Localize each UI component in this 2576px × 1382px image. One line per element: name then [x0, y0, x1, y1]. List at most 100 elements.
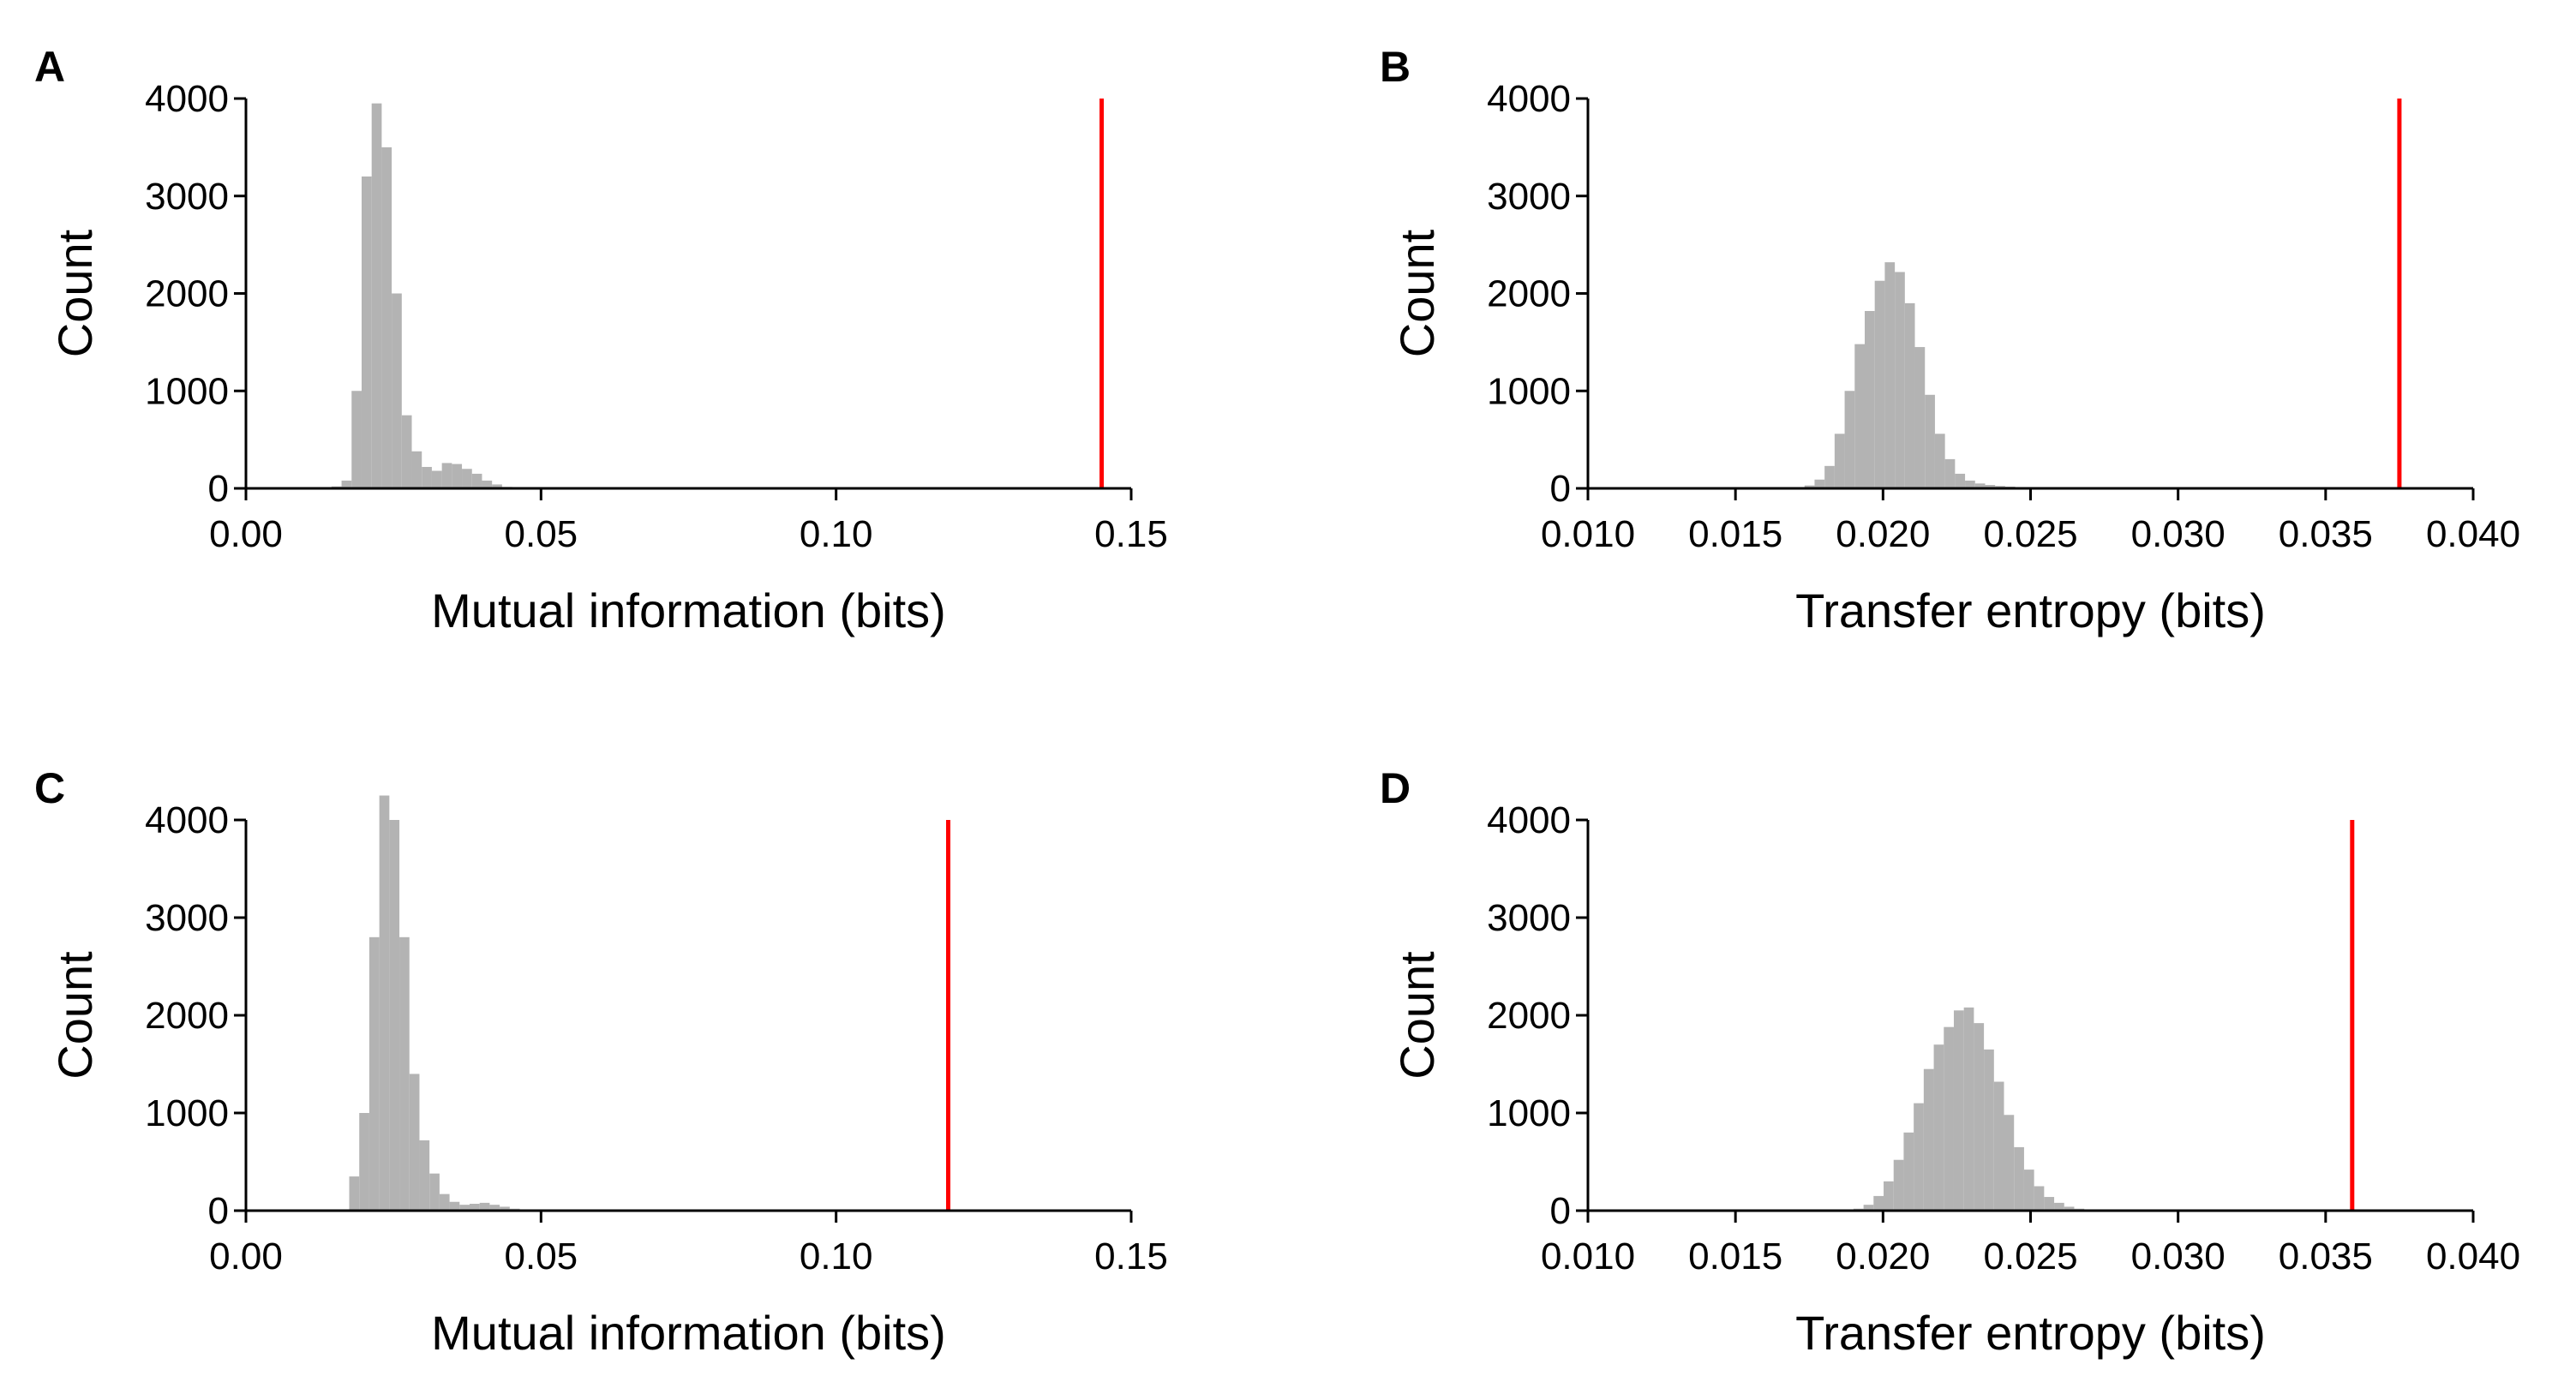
- histogram-bar: [411, 451, 422, 488]
- histogram-bar: [1873, 1195, 1884, 1211]
- histogram-bar: [1923, 1068, 1934, 1211]
- histogram-bar: [381, 147, 392, 489]
- x-tick-label: 0.030: [2131, 1235, 2226, 1277]
- x-axis-label: Transfer entropy (bits): [1795, 583, 2266, 637]
- histogram-bar: [1955, 473, 1966, 488]
- histogram-bar: [399, 936, 410, 1211]
- y-tick-label: 3000: [1487, 176, 1571, 218]
- histogram-bar: [459, 1205, 470, 1211]
- histogram-bar: [500, 1206, 510, 1211]
- histogram-bar: [1884, 262, 1896, 488]
- histogram-bar: [1884, 1181, 1894, 1211]
- histogram-bar: [479, 1202, 490, 1211]
- x-tick-label: 0.040: [2426, 1235, 2520, 1277]
- histogram-bar: [489, 1205, 500, 1211]
- y-tick-label: 3000: [1487, 897, 1571, 939]
- x-tick-label: 0.00: [209, 1235, 283, 1277]
- histogram-bar: [492, 484, 502, 488]
- histogram-bar: [452, 464, 463, 488]
- y-tick-label: 0: [1550, 468, 1571, 510]
- histogram-bar: [349, 1176, 360, 1211]
- histogram-bar: [351, 391, 362, 488]
- histogram-bar: [1874, 280, 1885, 488]
- histogram-bar: [2004, 1115, 2015, 1211]
- y-axis-label: Count: [48, 229, 102, 357]
- panel-a: A 0 1000 2000 3000 4000 0.00 0.05 0.10 0.15 Mutual…: [34, 43, 1168, 637]
- histogram-bar: [1903, 1132, 1914, 1211]
- histogram-bar: [429, 1173, 440, 1211]
- x-tick-label: 0.15: [1094, 513, 1168, 555]
- histogram-bar: [1984, 1049, 1994, 1211]
- y-tick-label: 2000: [145, 995, 229, 1037]
- histogram-bar: [1974, 1023, 1985, 1211]
- histogram-bar: [368, 936, 380, 1211]
- histogram-bar: [1974, 483, 1986, 488]
- x-tick-label: 0.015: [1688, 1235, 1782, 1277]
- x-tick-label: 0.020: [1836, 1235, 1930, 1277]
- histogram-bar: [1904, 302, 1915, 489]
- histogram-bar: [441, 463, 452, 488]
- histogram-bar: [1914, 1103, 1924, 1211]
- histogram-bar: [1993, 1081, 2004, 1211]
- histogram-bar: [449, 1201, 460, 1211]
- y-tick-label: 3000: [145, 176, 229, 218]
- y-tick-label: 3000: [145, 897, 229, 939]
- panel-letter: C: [34, 764, 65, 812]
- histogram-bar: [1864, 310, 1875, 488]
- histogram-bar: [359, 1113, 369, 1211]
- histogram-bar: [1925, 394, 1935, 488]
- x-tick-label: 0.010: [1541, 513, 1635, 555]
- histogram-bar: [1933, 1044, 1944, 1211]
- y-tick-label: 2000: [145, 273, 229, 315]
- panel-d: D 0 1000 2000 3000 4000 0.010 0.015 0.020 0.025 0.…: [1380, 764, 2520, 1360]
- histogram-bar: [389, 820, 400, 1211]
- panel-b: B 0 1000 2000 3000 4000 0.010 0.015 0.020 0.025 0.…: [1380, 43, 2520, 637]
- histogram-bar: [2044, 1197, 2055, 1211]
- histogram-bar: [1965, 480, 1975, 488]
- histogram-bar: [361, 176, 372, 488]
- histogram-bar: [462, 469, 472, 488]
- y-tick-label: 4000: [1487, 799, 1571, 841]
- y-tick-label: 1000: [145, 370, 229, 412]
- histogram-bar: [2064, 1206, 2075, 1211]
- histogram-bar: [1834, 434, 1845, 488]
- histogram-bar: [341, 480, 352, 488]
- histogram-bar: [1814, 479, 1825, 488]
- histogram-bar: [1944, 458, 1956, 489]
- histogram-bar: [371, 103, 382, 488]
- y-axis-label: Count: [1390, 951, 1444, 1080]
- x-tick-label: 0.10: [800, 1235, 873, 1277]
- y-tick-label: 4000: [1487, 78, 1571, 120]
- x-tick-label: 0.010: [1541, 1235, 1635, 1277]
- x-tick-label: 0.020: [1836, 513, 1930, 555]
- x-tick-label: 0.05: [505, 1235, 578, 1277]
- y-tick-label: 4000: [145, 799, 229, 841]
- y-tick-label: 2000: [1487, 273, 1571, 315]
- panel-letter: B: [1380, 43, 1411, 91]
- histogram-bar: [1804, 485, 1815, 488]
- histogram-bar: [1895, 272, 1905, 488]
- x-tick-label: 0.015: [1688, 513, 1782, 555]
- histogram-bar: [2014, 1146, 2024, 1211]
- x-tick-label: 0.15: [1094, 1235, 1168, 1277]
- y-tick-label: 0: [208, 468, 229, 510]
- histogram-bar: [1944, 1026, 1954, 1211]
- x-tick-label: 0.025: [1983, 1235, 2077, 1277]
- y-axis-label: Count: [1390, 229, 1444, 357]
- histogram-bar: [1914, 347, 1926, 488]
- histogram-bar: [1934, 434, 1945, 488]
- y-tick-label: 0: [1550, 1190, 1571, 1232]
- x-tick-label: 0.10: [800, 513, 873, 555]
- x-tick-label: 0.040: [2426, 513, 2520, 555]
- panel-letter: D: [1380, 764, 1411, 812]
- y-tick-label: 4000: [145, 78, 229, 120]
- x-tick-label: 0.030: [2131, 513, 2226, 555]
- histogram-bar: [471, 473, 482, 488]
- histogram-bar: [1854, 344, 1865, 488]
- histogram-bar: [401, 415, 412, 488]
- histogram-bar: [392, 293, 402, 488]
- histogram-bar: [431, 470, 442, 488]
- y-tick-label: 1000: [1487, 1092, 1571, 1134]
- histogram-bar: [2054, 1202, 2064, 1211]
